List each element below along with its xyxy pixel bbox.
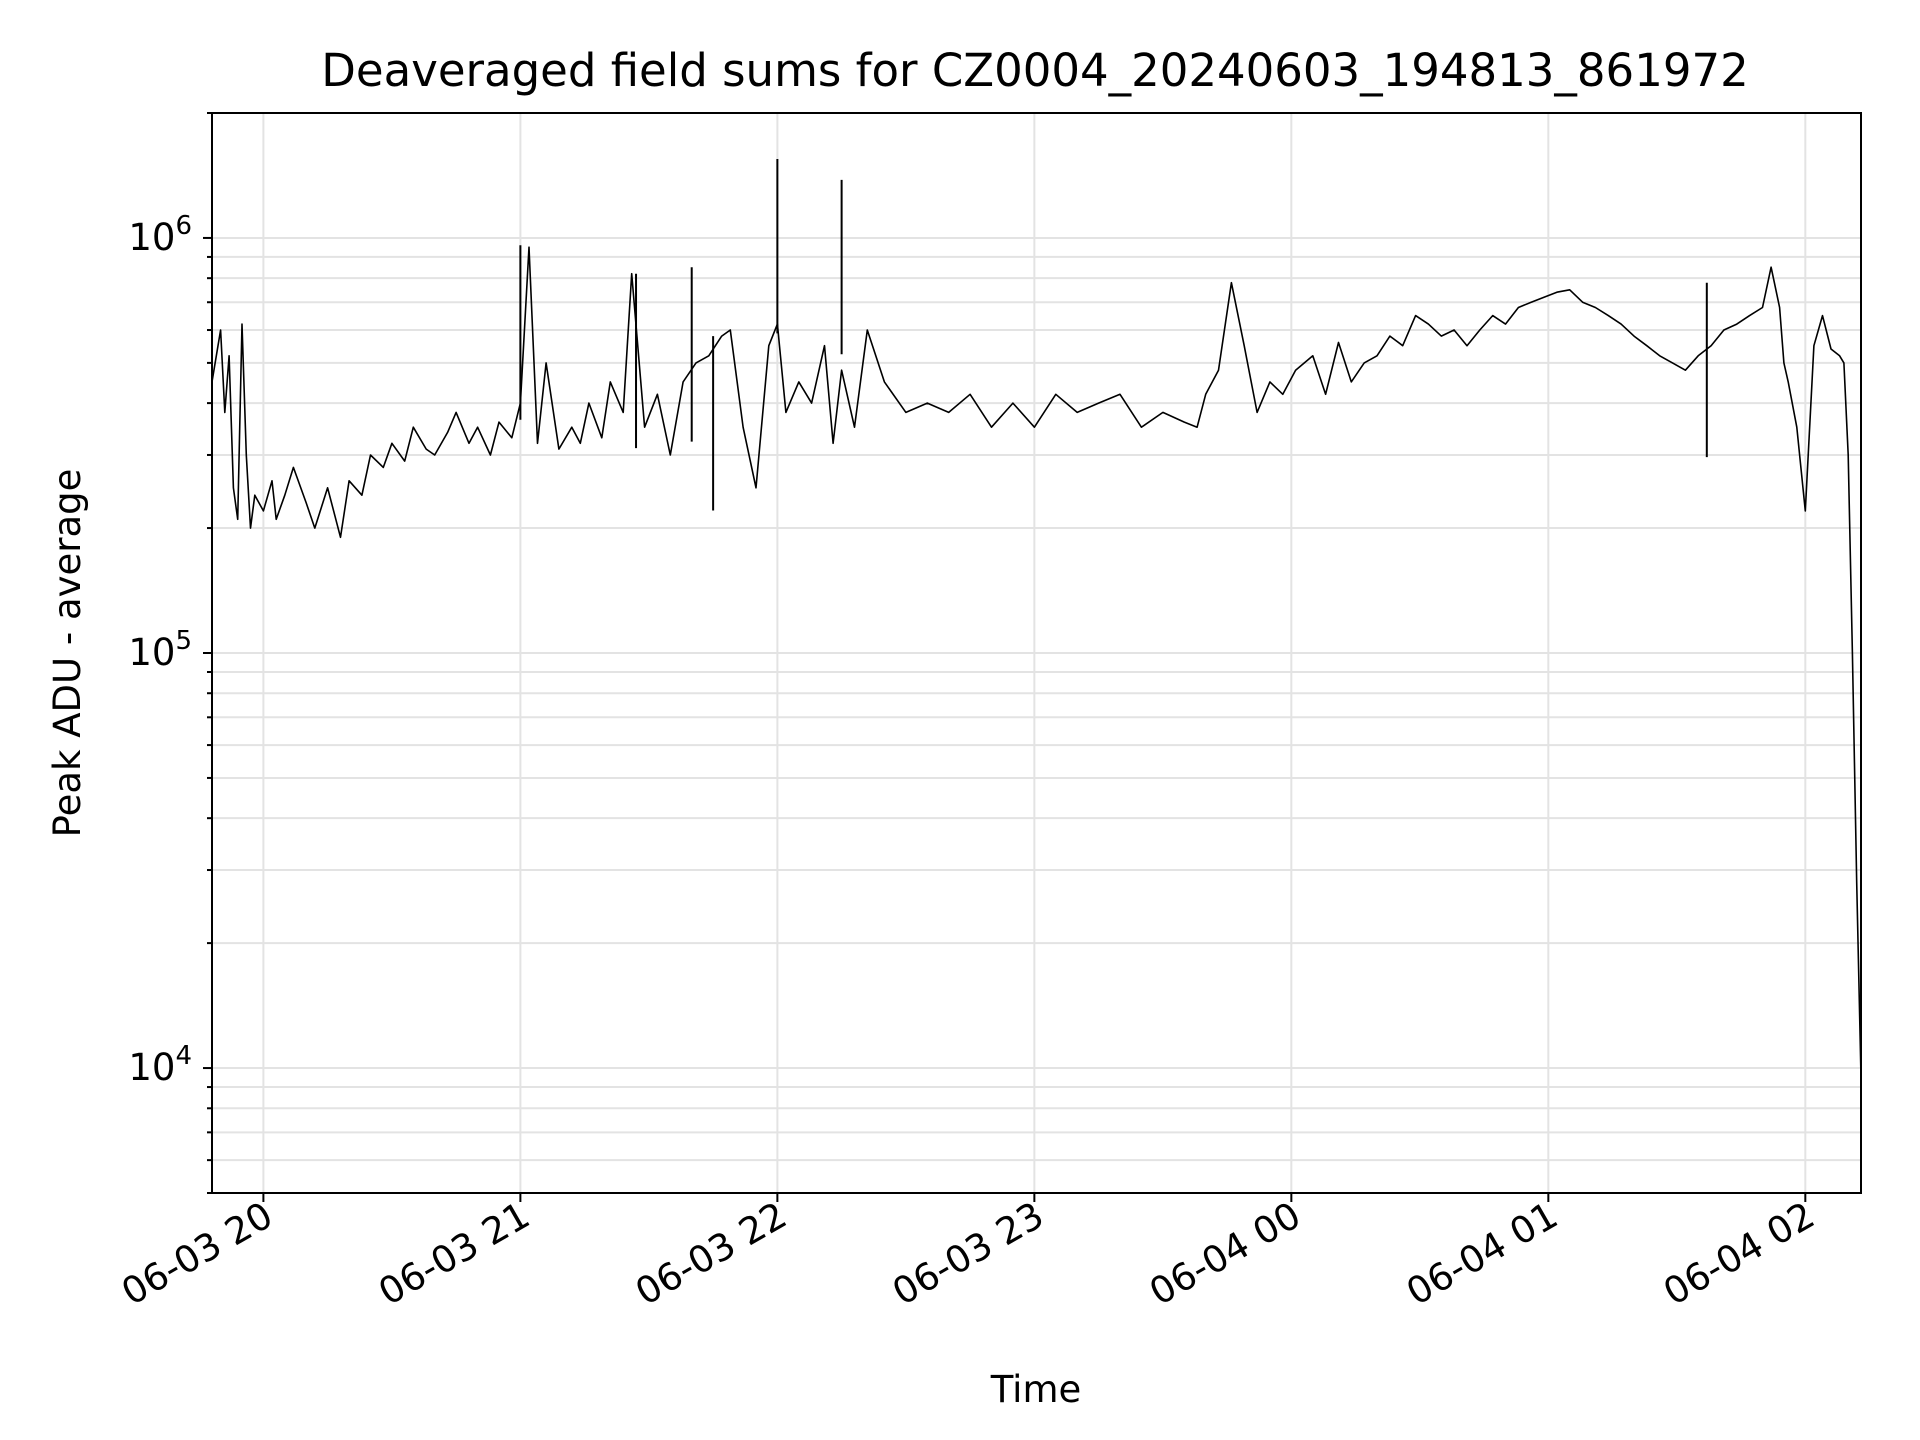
x-tick-label: 06-03 21 [371, 1194, 537, 1314]
chart-title: Deaveraged field sums for CZ0004_2024060… [321, 44, 1748, 97]
x-tick-label: 06-03 22 [628, 1194, 794, 1314]
plot-series [211, 158, 1862, 1078]
y-tick-label: 104 [128, 1041, 192, 1089]
x-tick-label: 06-04 01 [1399, 1194, 1565, 1314]
x-axis: 06-03 20 06-03 21 06-03 22 06-03 23 06-04 00… [114, 1193, 1822, 1314]
x-tick-label: 06-04 02 [1656, 1194, 1822, 1314]
x-tick-label: 06-03 23 [885, 1194, 1051, 1314]
y-axis-label: Peak ADU - average [46, 469, 89, 838]
y-axis: 104 105 106 [128, 112, 212, 1194]
x-tick-label: 06-04 00 [1142, 1194, 1308, 1314]
y-tick-label: 106 [128, 211, 192, 259]
x-tick-label: 06-03 20 [114, 1194, 280, 1314]
series-line [211, 246, 1862, 1078]
y-tick-label: 105 [128, 626, 192, 674]
y-gridlines [212, 112, 1861, 1194]
x-axis-label: Time [990, 1368, 1082, 1411]
